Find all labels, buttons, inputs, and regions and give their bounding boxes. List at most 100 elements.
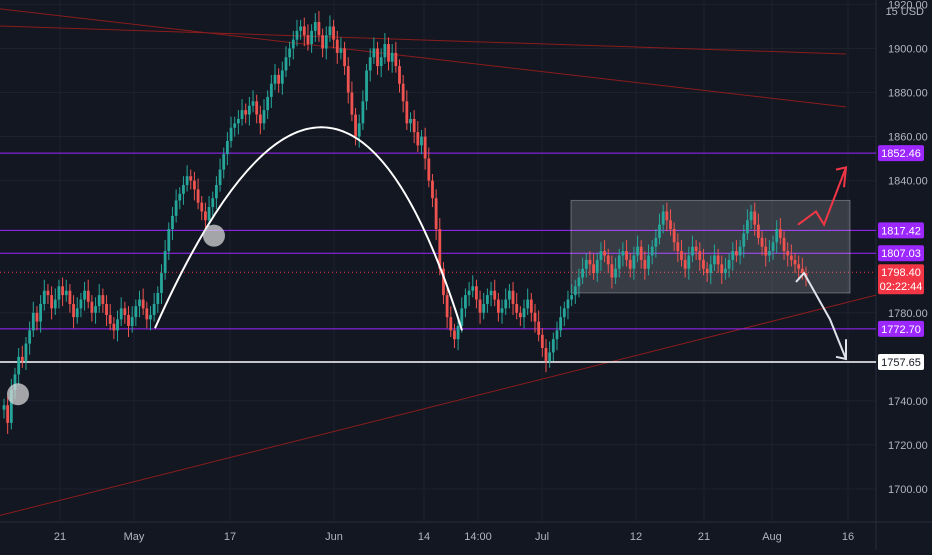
candle xyxy=(42,279,46,311)
breakdown-down-arrow xyxy=(795,271,847,360)
candle-body xyxy=(90,301,94,313)
candle xyxy=(398,59,401,93)
candle-body xyxy=(416,132,420,146)
candle xyxy=(17,348,21,386)
candle-body xyxy=(86,290,90,302)
candle xyxy=(317,11,321,42)
candle-body xyxy=(595,259,599,274)
candle xyxy=(771,235,775,260)
candle-body xyxy=(72,303,75,318)
candle xyxy=(548,341,552,368)
candle xyxy=(167,222,171,260)
candle-body xyxy=(753,211,757,225)
candle xyxy=(412,110,416,144)
candle-body xyxy=(423,136,427,159)
candle xyxy=(716,248,720,274)
candle xyxy=(573,279,577,304)
candle-body xyxy=(251,101,255,106)
candle xyxy=(376,41,379,75)
candle xyxy=(156,286,160,313)
candle-body xyxy=(500,308,504,313)
candle-body xyxy=(683,259,687,269)
candle-body xyxy=(116,319,119,331)
candle xyxy=(467,281,471,307)
candle-body xyxy=(709,264,713,274)
candle xyxy=(471,275,475,298)
candle-body xyxy=(529,299,533,313)
level-tag xyxy=(878,353,924,370)
candle-body xyxy=(225,140,229,155)
candle xyxy=(365,63,368,111)
candle-body xyxy=(288,48,292,58)
candle xyxy=(390,44,394,73)
candle-body xyxy=(390,52,394,62)
candle-body xyxy=(295,30,299,40)
candle-body xyxy=(702,259,705,269)
candle-body xyxy=(75,308,79,318)
candle xyxy=(83,281,86,311)
candle xyxy=(533,303,537,333)
candle xyxy=(669,209,672,236)
candle-body xyxy=(412,118,416,133)
candle xyxy=(64,279,68,302)
candle xyxy=(789,244,793,267)
candle xyxy=(31,301,35,337)
candle xyxy=(793,253,797,274)
candle-body xyxy=(273,74,277,84)
candle-body xyxy=(244,110,248,115)
candle-body xyxy=(354,114,357,137)
candle-body xyxy=(79,299,83,309)
candle-body xyxy=(464,295,467,309)
candle-body xyxy=(661,211,665,225)
candle xyxy=(786,242,790,267)
candle xyxy=(570,284,574,307)
candle xyxy=(672,222,676,252)
candle xyxy=(39,295,43,333)
candles xyxy=(2,11,808,434)
candle xyxy=(431,174,434,208)
candle xyxy=(284,46,288,78)
candle-body xyxy=(442,268,445,296)
candle xyxy=(189,169,193,190)
circle-marker xyxy=(203,224,225,247)
candle xyxy=(504,288,508,315)
candle xyxy=(255,94,259,124)
candle-body xyxy=(764,246,768,256)
candle xyxy=(332,19,335,49)
candle xyxy=(713,244,716,271)
candle xyxy=(204,202,207,232)
candle xyxy=(182,176,185,205)
level-tag-label: 1757.65 xyxy=(881,357,921,369)
candle-body xyxy=(639,246,643,260)
candle-body xyxy=(255,101,259,115)
candle xyxy=(445,286,449,329)
candle-body xyxy=(379,57,383,67)
candle-body xyxy=(797,264,801,269)
candle-body xyxy=(350,92,354,115)
candle-body xyxy=(533,312,537,322)
candle-body xyxy=(775,229,779,243)
candle xyxy=(434,189,438,241)
candle-body xyxy=(357,123,361,137)
candle-body xyxy=(698,251,702,260)
candle-body xyxy=(735,251,738,256)
candle-body xyxy=(321,35,325,49)
candle xyxy=(599,242,603,271)
candle-body xyxy=(229,127,233,141)
candle-body xyxy=(713,255,716,265)
candle-body xyxy=(42,290,46,304)
candle-body xyxy=(324,35,328,49)
candle xyxy=(90,295,94,322)
candle xyxy=(50,286,54,320)
candle-body xyxy=(240,110,244,119)
current-price-tag xyxy=(878,264,924,295)
candle-body xyxy=(218,169,222,186)
candle-body xyxy=(398,66,401,84)
candle-body xyxy=(101,295,105,304)
candle-body xyxy=(548,352,552,362)
candle xyxy=(566,290,570,320)
candle xyxy=(767,240,771,263)
candle xyxy=(735,240,738,263)
